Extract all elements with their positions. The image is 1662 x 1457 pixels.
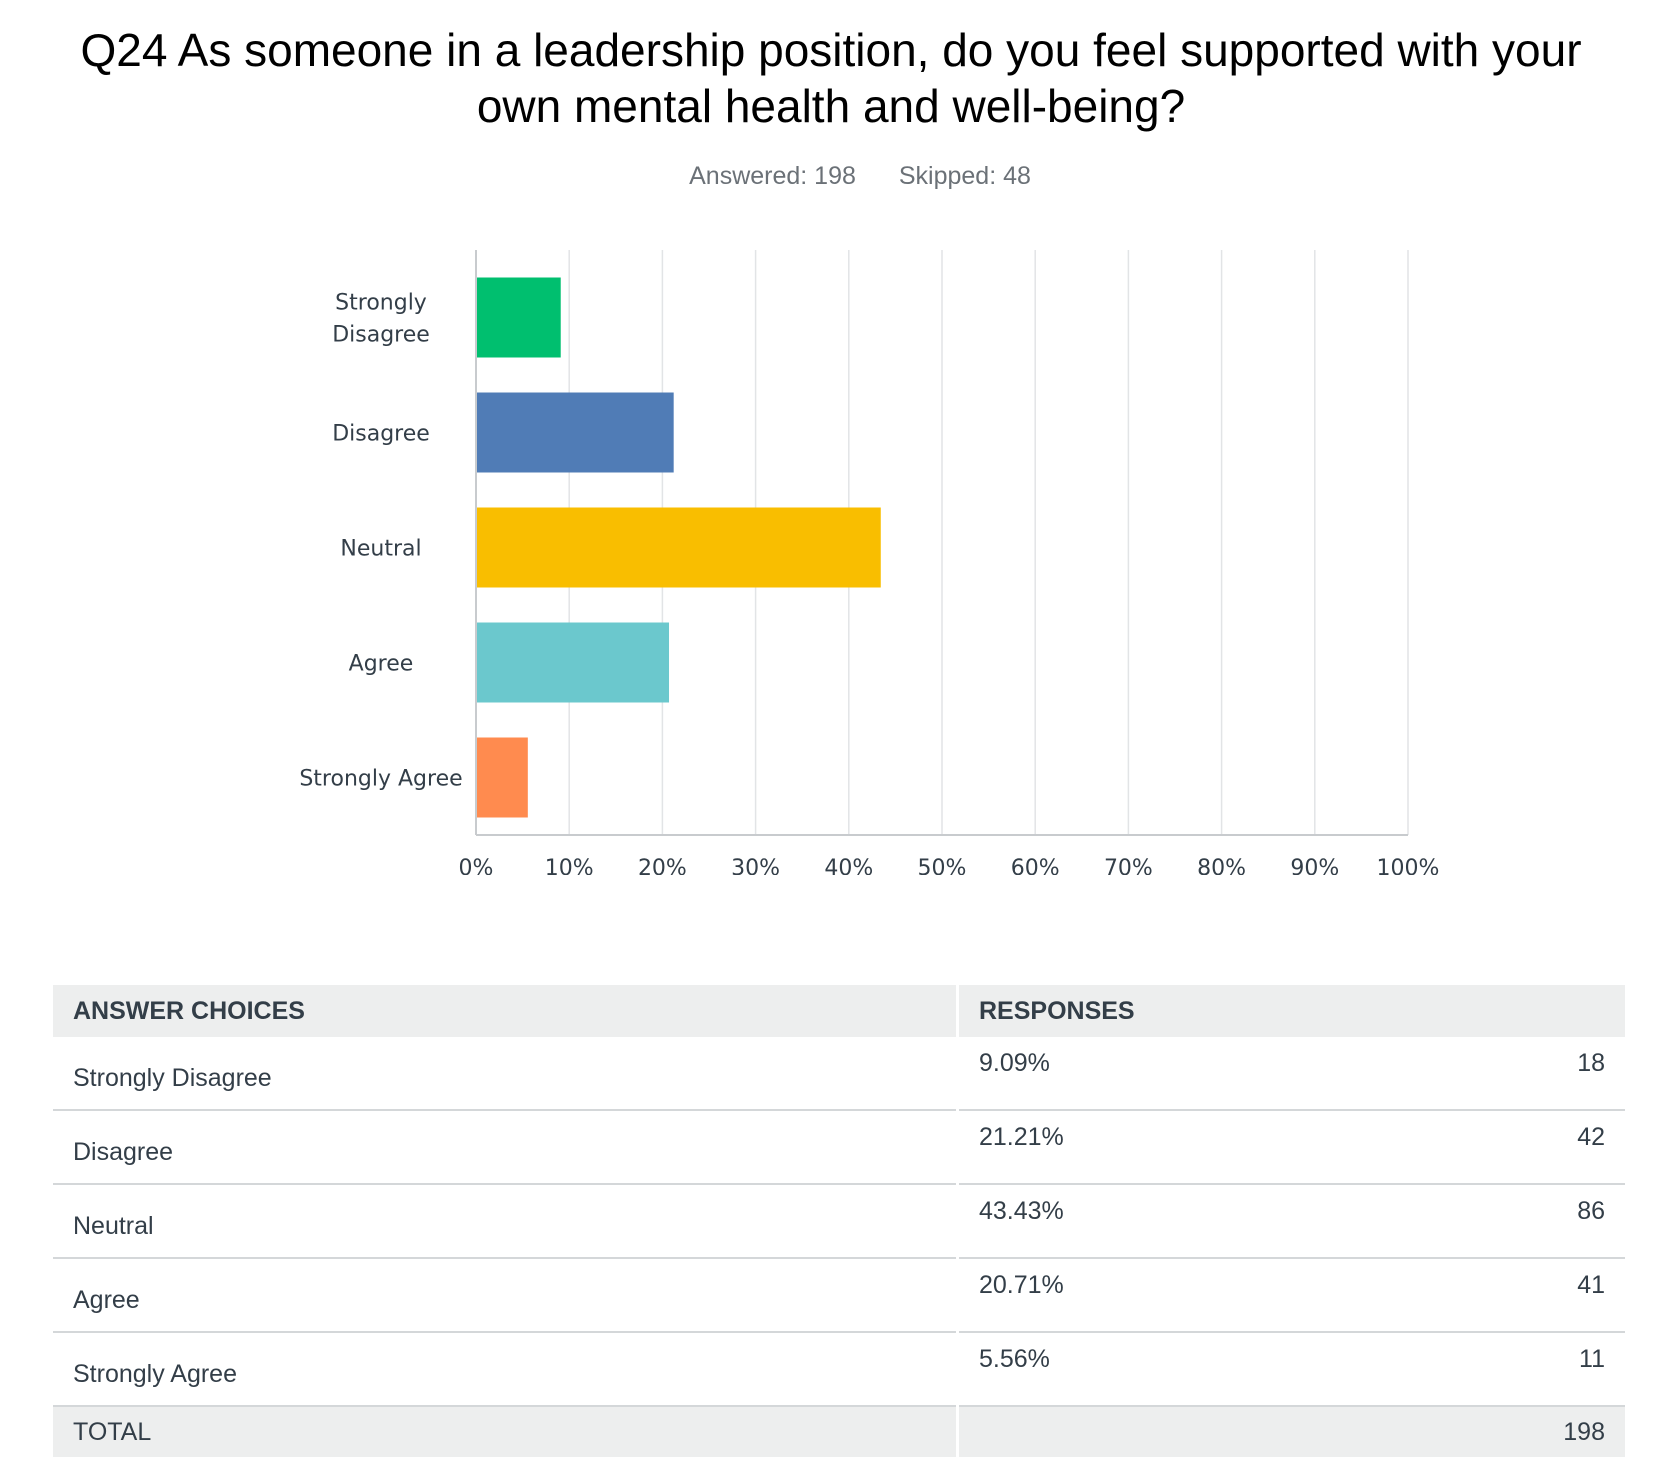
- answer-choice-cell: Agree: [53, 1258, 958, 1333]
- total-count: 198: [1362, 1406, 1625, 1457]
- x-tick-label: 40%: [824, 856, 873, 875]
- answer-choice-cell: Strongly Agree: [53, 1332, 958, 1407]
- bar: [477, 622, 670, 703]
- count-cell: 11: [1362, 1332, 1625, 1407]
- answered-count: Answered: 198: [689, 162, 856, 190]
- x-tick-label: 80%: [1197, 856, 1246, 875]
- x-tick-label: 60%: [1011, 856, 1060, 875]
- count-cell: 18: [1362, 1037, 1625, 1111]
- count-cell: 41: [1362, 1258, 1625, 1333]
- count-cell: 42: [1362, 1110, 1625, 1185]
- table-row: Strongly Disagree 9.09% 18: [53, 1037, 1625, 1111]
- header-responses: RESPONSES: [956, 985, 1625, 1037]
- y-category-label: Strongly Agree: [299, 767, 462, 792]
- percent-cell: 9.09%: [955, 1037, 1363, 1111]
- percent-cell: 21.21%: [955, 1110, 1363, 1185]
- skipped-count: Skipped: 48: [898, 162, 1031, 190]
- bar: [477, 277, 561, 358]
- percent-cell: 5.56%: [955, 1332, 1363, 1407]
- y-category-label: Neutral: [340, 537, 421, 562]
- responses-table: ANSWER CHOICES RESPONSES Strongly Disagr…: [53, 985, 1625, 1457]
- table-row: Neutral 43.43% 86: [53, 1184, 1625, 1259]
- x-tick-label: 20%: [638, 856, 687, 875]
- count-cell: 86: [1362, 1184, 1625, 1259]
- x-tick-label: 10%: [545, 856, 594, 875]
- x-tick-label: 100%: [1377, 856, 1440, 875]
- bar-chart: 0% 10% 20% 30% 40% 50% 60% 70% 80% 90% 100% Strongl…: [299, 250, 1440, 875]
- bar: [477, 507, 881, 588]
- answer-choice-cell: Strongly Disagree: [53, 1037, 958, 1111]
- table-header-row: ANSWER CHOICES RESPONSES: [53, 985, 1625, 1037]
- percent-cell: 20.71%: [955, 1258, 1363, 1333]
- bar: [477, 392, 674, 473]
- table-row: Strongly Agree 5.56% 11: [53, 1332, 1625, 1407]
- header-answer-choices: ANSWER CHOICES: [53, 985, 958, 1037]
- x-tick-label: 50%: [918, 856, 967, 875]
- table-row: Agree 20.71% 41: [53, 1258, 1625, 1333]
- page-title: Q24 As someone in a leadership position,…: [80, 24, 1582, 132]
- x-tick-label: 70%: [1104, 856, 1153, 875]
- answer-choice-cell: Neutral: [53, 1184, 958, 1259]
- answer-choice-cell: Disagree: [53, 1110, 958, 1185]
- bar: [477, 737, 528, 818]
- x-tick-label: 30%: [731, 856, 780, 875]
- x-tick-label: 0%: [459, 856, 494, 875]
- total-spacer: [955, 1406, 1363, 1457]
- total-label: TOTAL: [53, 1406, 958, 1457]
- total-row: TOTAL 198: [53, 1406, 1625, 1457]
- table-row: Disagree 21.21% 42: [53, 1110, 1625, 1185]
- y-category-label: Strongly Disagree: [332, 291, 430, 348]
- response-summary: Answered: 198 Skipped: 48: [0, 162, 1662, 191]
- y-category-label: Agree: [349, 652, 414, 677]
- percent-cell: 43.43%: [955, 1184, 1363, 1259]
- x-tick-label: 90%: [1290, 856, 1339, 875]
- y-category-label: Disagree: [332, 422, 430, 447]
